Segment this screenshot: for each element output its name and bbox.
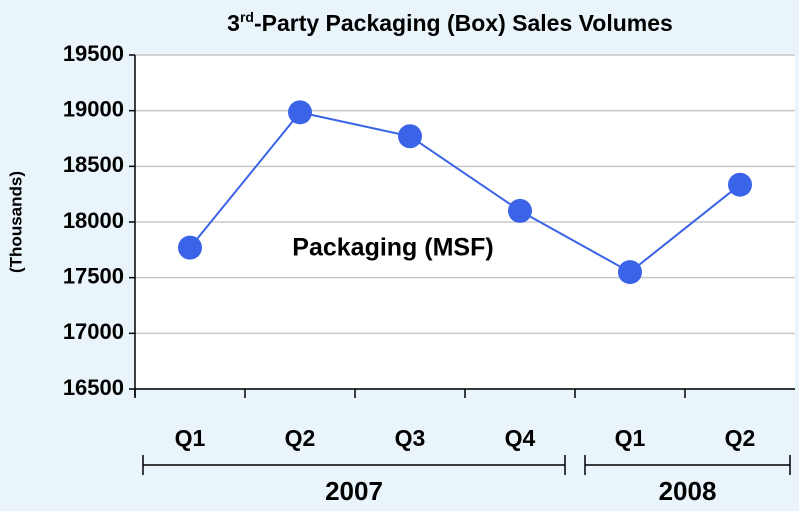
- y-axis-label: (Thousands): [6, 171, 25, 273]
- x-tick-label: Q1: [175, 425, 206, 451]
- x-tick-label: Q2: [725, 425, 756, 451]
- x-tick-label: Q3: [395, 425, 426, 451]
- y-tick-label: 19500: [63, 41, 124, 66]
- y-tick-label: 17500: [63, 263, 124, 288]
- y-tick-label: 19000: [63, 96, 124, 121]
- data-point: [178, 235, 202, 260]
- y-tick-label: 17000: [63, 319, 124, 344]
- data-point: [618, 260, 642, 285]
- chart-title: 3rd-Party Packaging (Box) Sales Volumes: [227, 9, 673, 36]
- title-part: 3: [227, 10, 240, 36]
- y-tick-label: 16500: [63, 375, 124, 400]
- group-label: 2007: [325, 476, 383, 506]
- x-tick-label: Q4: [505, 425, 536, 451]
- title-part: -Party Packaging (Box) Sales Volumes: [254, 10, 673, 36]
- x-tick-label: Q2: [285, 425, 316, 451]
- data-point: [508, 198, 532, 223]
- group-label: 2008: [659, 476, 717, 506]
- series-line: [189, 111, 741, 274]
- data-point: [728, 172, 752, 197]
- data-point: [398, 124, 422, 149]
- title-superscript: rd: [240, 9, 254, 25]
- y-tick-label: 18000: [63, 208, 124, 233]
- y-tick-label: 18500: [63, 152, 124, 177]
- data-point: [288, 100, 312, 125]
- x-tick-label: Q1: [615, 425, 646, 451]
- annotation: Packaging (MSF): [292, 234, 493, 262]
